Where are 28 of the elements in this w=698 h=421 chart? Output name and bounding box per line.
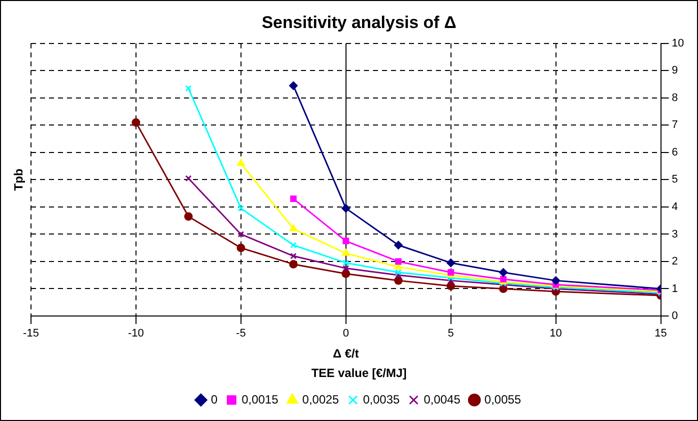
chart-title: Sensitivity analysis of Δ (262, 12, 456, 32)
legend-label: 0,0025 (302, 392, 340, 406)
x-tick-label: 10 (550, 328, 562, 340)
y-tick-label: 6 (672, 146, 678, 158)
y-tick-label: 3 (672, 228, 678, 240)
legend-title: TEE value [€/MJ] (311, 366, 407, 380)
y-tick-label: 9 (672, 64, 678, 77)
x-tick-label: 15 (654, 328, 667, 340)
x-axis-title: Δ €/t (332, 346, 359, 361)
legend-label: 0,0055 (484, 392, 522, 406)
legend-label: 0,0035 (362, 392, 400, 406)
y-tick-label: 7 (672, 119, 678, 132)
y-tick-label: 5 (672, 174, 678, 186)
y-tick-label: 1 (672, 282, 678, 295)
y-tick-label: 0 (672, 310, 678, 322)
x-tick-label: -10 (128, 328, 144, 340)
x-tick-label: 0 (342, 328, 349, 340)
x-tick-label: 5 (448, 328, 454, 340)
x-tick-label: -15 (23, 328, 39, 340)
legend-label: 0,0045 (424, 392, 461, 406)
x-tick-label: -5 (236, 328, 246, 340)
y-tick-label: 4 (672, 200, 678, 213)
y-axis-title: Tpb (11, 168, 26, 191)
legend-label: 0,0015 (242, 392, 279, 406)
legend-label: 0 (210, 392, 218, 406)
y-tick-label: 10 (672, 37, 684, 50)
y-tick-label: 8 (672, 92, 678, 104)
y-tick-label: 2 (672, 256, 678, 268)
